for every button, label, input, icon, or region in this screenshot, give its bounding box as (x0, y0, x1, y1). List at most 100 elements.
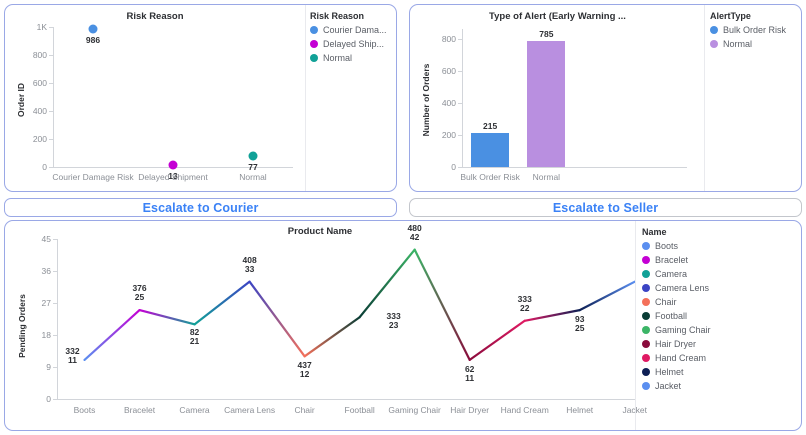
risk-legend-label: Normal (323, 53, 353, 63)
line-y-tick-label: 36 (41, 266, 51, 276)
risk-y-tick-label: 1K (36, 22, 47, 32)
line-y-tick-label: 9 (46, 362, 51, 372)
line-legend-title: Name (642, 227, 667, 237)
risk-legend-label: Courier Dama... (323, 25, 387, 35)
alert-legend-title: AlertType (710, 11, 751, 21)
line-legend-swatch-icon (642, 284, 650, 292)
risk-y-tick-label: 800 (32, 50, 47, 60)
line-point-label: 480 42 (407, 222, 422, 242)
line-legend-label: Helmet (655, 367, 684, 377)
line-x-tick-label: Helmet (566, 405, 594, 415)
bar-rect[interactable] (471, 132, 510, 167)
risk-legend-item[interactable]: Normal (310, 53, 387, 63)
scatter-point-value: 986 (85, 34, 101, 45)
line-y-tick (53, 367, 57, 368)
line-legend-item[interactable]: Chair (642, 297, 711, 307)
risk-y-tick-label: 600 (32, 78, 47, 88)
risk-y-axis-line (53, 27, 54, 167)
line-y-tick-label: 27 (41, 298, 51, 308)
line-x-tick-label: Boots (73, 405, 96, 415)
line-legend-swatch-icon (642, 242, 650, 250)
alert-y-tick-label: 400 (441, 97, 456, 108)
line-y-tick-label: 45 (41, 234, 51, 244)
line-x-tick-label: Gaming Chair (388, 405, 441, 415)
line-x-tick-label: Football (344, 405, 375, 415)
alert-y-tick-label: 800 (441, 33, 456, 44)
alert-y-tick-label: 0 (451, 162, 456, 172)
scatter-point[interactable] (88, 24, 98, 34)
risk-legend-item[interactable]: Delayed Ship... (310, 39, 387, 49)
line-y-tick (53, 303, 57, 304)
alert-y-axis-line (462, 29, 463, 167)
product-pending-orders-panel: Product Name Pending Orders 0 9 18 27 36 45 33… (4, 220, 802, 431)
risk-y-tick (49, 27, 53, 28)
line-y-axis-title: Pending Orders (17, 294, 27, 358)
line-point-label: 332 11 (65, 345, 80, 365)
escalate-to-seller-button[interactable]: Escalate to Seller (409, 198, 802, 217)
bar-rect[interactable] (527, 41, 566, 167)
alert-legend-swatch-icon (710, 26, 718, 34)
risk-y-tick-label: 400 (32, 106, 47, 116)
line-x-tick-label: Camera (179, 405, 210, 415)
line-x-tick-label: Jacket (595, 405, 675, 415)
line-x-tick-label: Hand Cream (500, 405, 549, 415)
line-point-label: 93 25 (574, 314, 585, 334)
line-legend-label: Camera Lens (655, 283, 710, 293)
line-legend-item[interactable]: Camera Lens (642, 283, 711, 293)
line-legend-item[interactable]: Boots (642, 241, 711, 251)
line-legend-item[interactable]: Football (642, 311, 711, 321)
risk-x-tick-label: Courier Damage Risk (52, 172, 134, 182)
escalate-to-courier-button[interactable]: Escalate to Courier (4, 198, 397, 217)
bar-value-label: 785 (539, 29, 554, 40)
line-legend-label: Football (655, 311, 688, 321)
line-legend-swatch-icon (642, 382, 650, 390)
line-legend-swatch-icon (642, 312, 650, 320)
alert-y-tick (458, 70, 462, 72)
risk-reason-panel: Risk Reason Order ID 0 200 400 600 800 1K 986 C… (4, 4, 397, 192)
alert-legend-item[interactable]: Normal (710, 39, 786, 49)
alert-legend-divider (704, 5, 705, 191)
alert-type-panel: Type of Alert (Early Warning ... Number … (409, 4, 802, 192)
line-chart-title: Product Name (287, 226, 353, 237)
line-x-tick-label: Hair Dryer (450, 405, 490, 415)
line-legend-label: Hair Dryer (655, 339, 697, 349)
risk-legend-label: Delayed Ship... (323, 39, 385, 49)
line-legend-item[interactable]: Gaming Chair (642, 325, 711, 335)
scatter-point[interactable] (248, 151, 258, 161)
line-legend-item[interactable]: Jacket (642, 381, 711, 391)
line-y-tick (53, 399, 57, 400)
line-legend-swatch-icon (642, 270, 650, 278)
line-point-label: 62 11 (464, 363, 475, 383)
alert-x-tick-label: Bulk Order Risk (460, 172, 520, 182)
alert-x-tick-label: Normal (532, 172, 561, 182)
line-legend-item[interactable]: Hair Dryer (642, 339, 711, 349)
risk-y-tick (49, 83, 53, 84)
risk-legend-item[interactable]: Courier Dama... (310, 25, 387, 35)
line-legend-swatch-icon (642, 256, 650, 264)
line-legend-label: Bracelet (655, 255, 689, 265)
risk-y-tick (49, 55, 53, 56)
line-x-tick-label: Camera Lens (224, 405, 276, 415)
line-legend-swatch-icon (642, 326, 650, 334)
line-y-tick (53, 335, 57, 336)
risk-y-tick-label: 200 (32, 134, 47, 144)
line-point-label: 82 21 (189, 327, 200, 347)
alert-legend-swatch-icon (710, 40, 718, 48)
alert-legend-item[interactable]: Bulk Order Risk (710, 25, 786, 35)
line-legend-item[interactable]: Hand Cream (642, 353, 711, 363)
line-legend-item[interactable]: Bracelet (642, 255, 711, 265)
alert-y-tick (458, 134, 462, 136)
risk-y-tick (49, 139, 53, 140)
alert-legend-label: Bulk Order Risk (723, 25, 787, 35)
line-point-label: 376 25 (132, 283, 147, 303)
line-y-tick (53, 271, 57, 272)
alert-y-tick (458, 102, 462, 104)
risk-y-tick (49, 167, 53, 168)
line-legend-item[interactable]: Helmet (642, 367, 711, 377)
risk-legend-swatch-icon (310, 26, 318, 34)
line-y-tick-label: 18 (41, 330, 51, 340)
line-legend-item[interactable]: Camera (642, 269, 711, 279)
line-x-axis-line (57, 399, 635, 400)
scatter-point[interactable] (168, 160, 178, 170)
